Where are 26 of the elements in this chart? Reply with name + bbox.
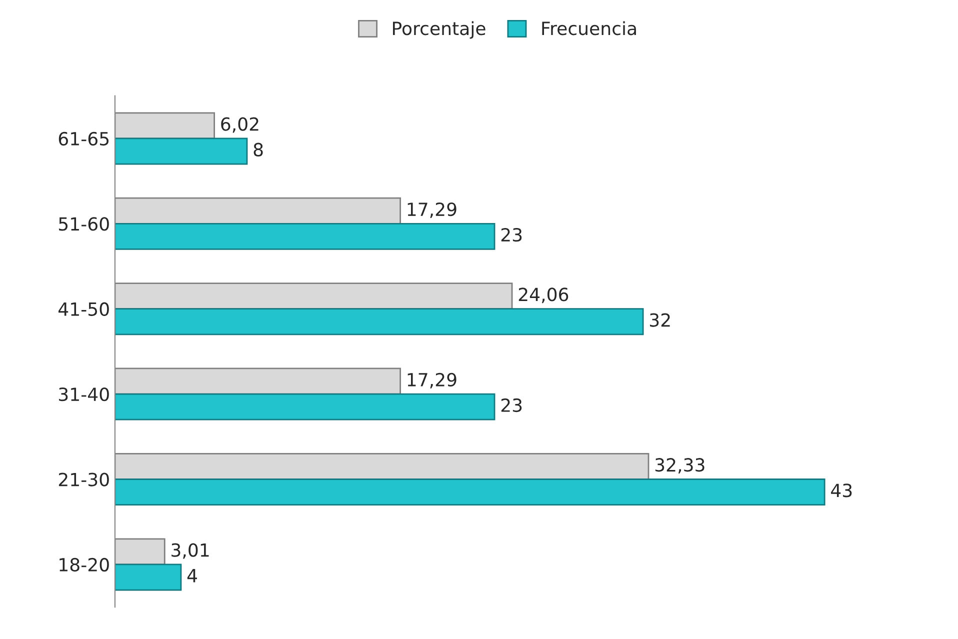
legend-label: Porcentaje xyxy=(393,21,486,39)
data-label: 32,33 xyxy=(655,458,704,474)
data-label: 17,29 xyxy=(408,372,456,388)
data-label: 23 xyxy=(501,228,522,242)
bar xyxy=(114,222,496,250)
y-tick-label: 18-20 xyxy=(60,558,109,572)
data-label: 6,02 xyxy=(221,117,258,133)
data-label: 4 xyxy=(187,569,198,582)
data-label: 3,01 xyxy=(172,543,209,559)
data-label: 24,06 xyxy=(518,288,568,304)
y-tick-label: 61-65 xyxy=(58,132,109,146)
y-tick-label: 41-50 xyxy=(58,302,109,316)
data-label: 8 xyxy=(254,142,263,156)
bar xyxy=(114,478,826,506)
data-label: 43 xyxy=(831,484,852,498)
y-tick-label: 51-60 xyxy=(59,217,109,231)
bar xyxy=(114,393,496,420)
bar xyxy=(114,564,182,591)
bar xyxy=(114,138,248,165)
data-label: 17,29 xyxy=(408,202,456,218)
legend-label: Frecuencia xyxy=(542,21,636,36)
y-tick-label: 31-40 xyxy=(59,388,109,402)
y-tick-label: 21-30 xyxy=(58,472,109,486)
data-label: 23 xyxy=(501,398,522,412)
data-label: 32 xyxy=(650,313,670,327)
bar xyxy=(114,308,644,336)
